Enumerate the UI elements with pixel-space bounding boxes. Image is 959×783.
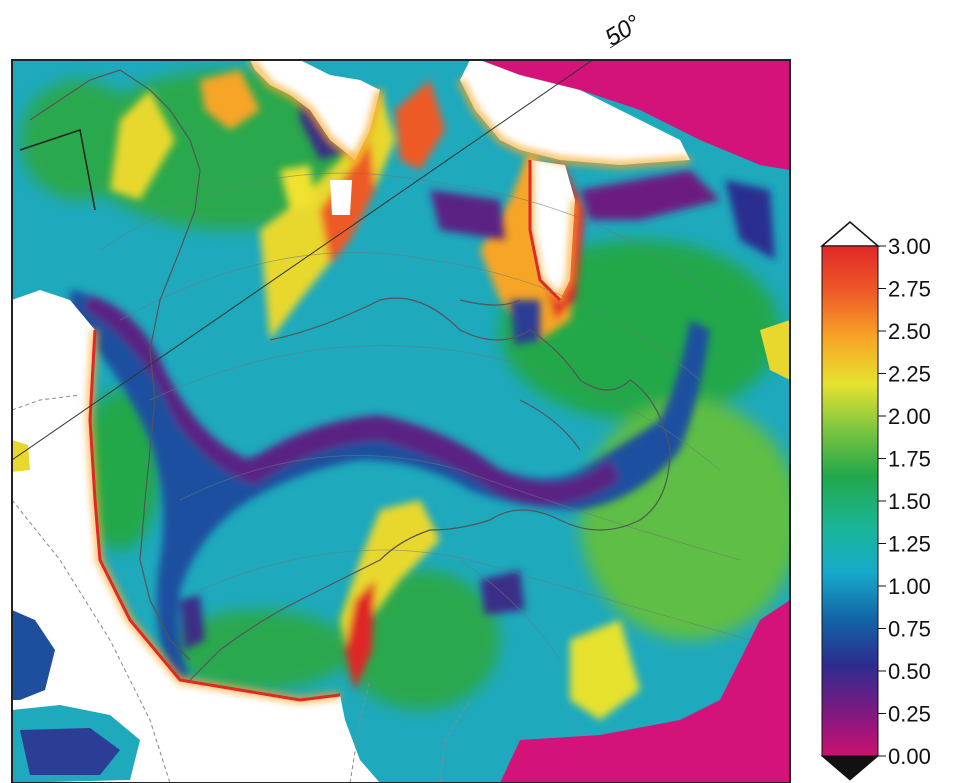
colorbar-tick-label: 0.25: [888, 702, 931, 727]
colorbar-over-arrow: [819, 221, 881, 247]
graticule-50-tail: [609, 34, 631, 49]
coastlines: [29, 69, 671, 681]
contour-lines: [99, 172, 751, 661]
white-regions: [12, 60, 690, 783]
colorbar-tick-label: 0.50: [888, 659, 931, 684]
colorbar-tick-label: 2.75: [888, 277, 931, 302]
colorbar-tick-label: 0.00: [888, 744, 931, 769]
colorbar-tick-label: 2.25: [888, 362, 931, 387]
colorbar-tick-label: 0.75: [888, 617, 931, 642]
colorbar-under-arrow: [820, 755, 880, 781]
colorbar-tick-label: 1.50: [888, 489, 931, 514]
colorbar-tick-label: 2.50: [888, 319, 931, 344]
colorbar-tick-label: 1.00: [888, 574, 931, 599]
colorbar-ticks: 3.00 2.75 2.50 2.25 2.00 1.75 1.50 1.25 1.00 0.75…: [878, 234, 931, 769]
state-border: [19, 129, 96, 211]
colorbar-tick-label: 3.00: [888, 234, 931, 259]
colorbar-tick-label: 1.75: [888, 447, 931, 472]
low-value-trough: [70, 80, 775, 680]
colorbar-tick-label: 2.00: [888, 404, 931, 429]
magenta-regions: [480, 60, 790, 783]
colorbar-ramp: [821, 245, 879, 757]
graticule-label: 50°: [600, 9, 645, 51]
borders: [12, 394, 471, 783]
colorbar: 3.00 2.75 2.50 2.25 2.00 1.75 1.50 1.25 1.00 0.75…: [819, 221, 931, 781]
map-panel: [12, 60, 790, 783]
white-rims-inner: [88, 160, 562, 702]
map-frame: [11, 59, 791, 783]
graticule-50: [12, 60, 594, 461]
left-blobs: [12, 440, 140, 783]
colorbar-tick-label: 1.25: [888, 532, 931, 557]
